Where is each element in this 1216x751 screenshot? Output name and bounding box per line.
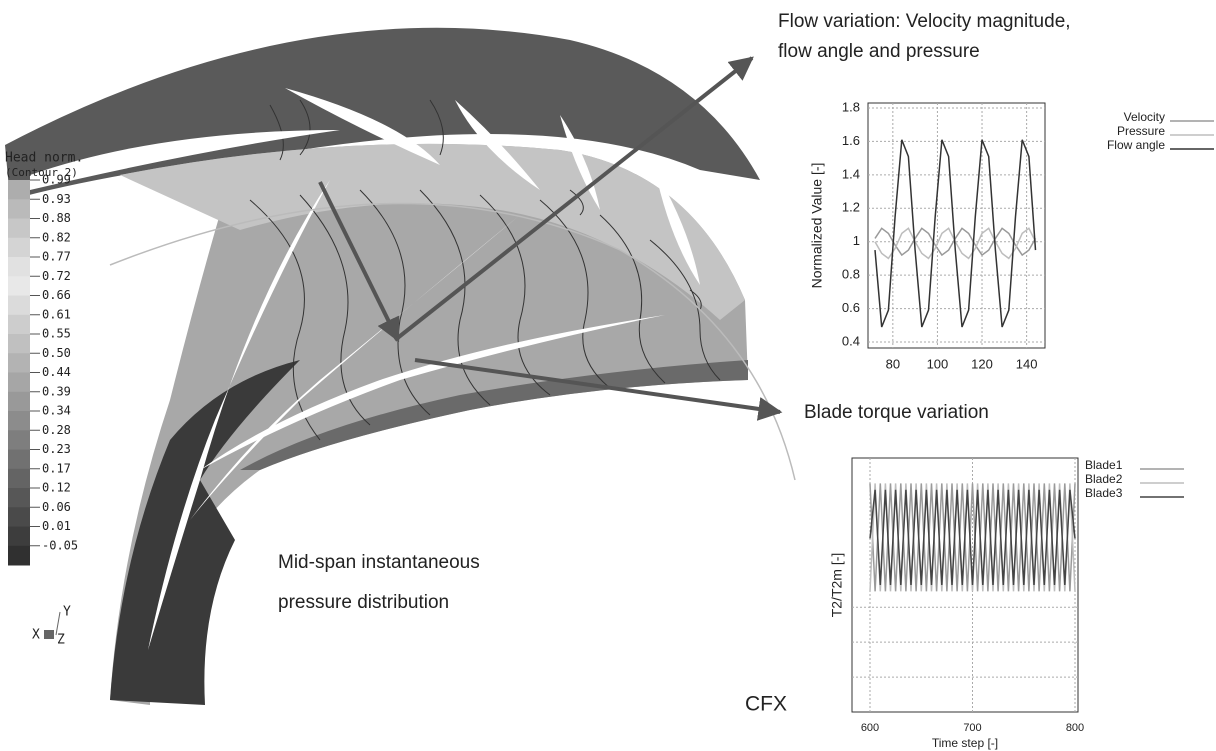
colorbar-label: 0.28 xyxy=(42,423,71,437)
annotation: flow angle and pressure xyxy=(778,41,980,62)
outer-circle xyxy=(109,202,796,481)
y-axis-label: Normalized Value [-] xyxy=(809,163,825,289)
colorbar-cell xyxy=(8,526,30,547)
x-tick-label: 120 xyxy=(971,356,993,371)
colorbar-label: 0.12 xyxy=(42,481,71,495)
colorbar-label: -0.05 xyxy=(42,538,78,552)
y-tick-label: 1.8 xyxy=(842,99,860,114)
x-tick-label: 80 xyxy=(886,356,900,371)
legend-label: Blade3 xyxy=(1085,486,1123,500)
legend-label: Blade2 xyxy=(1085,472,1123,486)
arrows xyxy=(318,56,783,421)
triad: Y X Z xyxy=(32,605,71,648)
colorbar-label: 0.34 xyxy=(42,404,71,418)
series-line xyxy=(869,483,1076,592)
legend-label: Blade1 xyxy=(1085,458,1123,472)
colorbar-label: 0.93 xyxy=(42,192,71,206)
domain xyxy=(110,143,748,705)
colorbar-label: 0.44 xyxy=(42,365,71,379)
triad-axis xyxy=(55,611,61,636)
colorbar-label: 0.50 xyxy=(42,346,71,360)
colorbar-cell xyxy=(8,257,30,277)
colorbar-label: 0.39 xyxy=(42,384,71,398)
arrow xyxy=(318,181,400,343)
colorbar-cell xyxy=(8,391,30,412)
series-line xyxy=(874,139,1037,328)
colorbar-label: 0.82 xyxy=(42,230,71,244)
colorbar-cell xyxy=(8,430,30,450)
annotation: Flow variation: Velocity magnitude, xyxy=(778,11,1071,32)
colorbar-cell xyxy=(8,276,30,296)
colorbar-cell xyxy=(8,488,30,508)
colorbar-label: 0.99 xyxy=(42,173,71,187)
colorbar-label: 0.06 xyxy=(42,500,71,514)
x-axis-label: Time step [-] xyxy=(932,736,998,750)
plot-frame xyxy=(867,102,1046,349)
y-tick-label: 0.4 xyxy=(842,333,860,348)
colorbar-label: 0.66 xyxy=(42,288,71,302)
colorbar-cell xyxy=(8,314,30,335)
arrow xyxy=(393,56,754,342)
blades xyxy=(30,88,700,650)
y-tick-label: 0.8 xyxy=(842,267,860,282)
series-line xyxy=(869,489,1076,586)
hub-region xyxy=(110,360,300,705)
colorbar-label: 0.72 xyxy=(42,269,71,283)
y-tick-label: 1.2 xyxy=(842,200,860,215)
colorbar-cell xyxy=(8,334,30,354)
x-tick-label: 600 xyxy=(861,722,879,734)
triad-y: Y xyxy=(63,605,71,620)
colorbar-cell xyxy=(8,449,30,470)
triad-x: X xyxy=(32,628,40,643)
x-tick-label: 100 xyxy=(927,356,949,371)
colorbar-title: Head norm. xyxy=(5,151,83,166)
colorbar-label: 0.61 xyxy=(42,307,71,321)
series-line xyxy=(874,227,1037,257)
colorbar-label: 0.23 xyxy=(42,442,71,456)
colorbar-label: 0.55 xyxy=(42,327,71,341)
y-tick-label: 1.6 xyxy=(842,133,860,148)
annotation: Blade torque variation xyxy=(804,402,989,423)
colorbar-label: 0.88 xyxy=(42,211,71,225)
legend-label: Pressure xyxy=(1117,124,1165,138)
arrow xyxy=(414,358,783,421)
colorbar-cell xyxy=(8,295,30,316)
annotation: Mid-span instantaneous xyxy=(278,552,480,573)
colorbar-cell xyxy=(8,353,30,373)
triad-z: Z xyxy=(57,633,65,648)
plot-frame xyxy=(851,457,1079,713)
colorbar-cell xyxy=(8,199,30,219)
software-label: CFX xyxy=(745,693,787,716)
colorbar-cell xyxy=(8,372,30,393)
colorbar-label: 0.17 xyxy=(42,461,71,475)
colorbar-cell xyxy=(8,468,30,489)
colorbar-subtitle: (Contour 2) xyxy=(5,166,78,179)
colorbar-cell xyxy=(8,180,30,200)
colorbar-cell xyxy=(8,218,30,239)
y-axis-label: T2/T2m [-] xyxy=(829,553,845,618)
outer-band xyxy=(5,27,760,201)
legend-label: Velocity xyxy=(1124,110,1165,124)
x-tick-label: 800 xyxy=(1066,722,1084,734)
x-tick-label: 700 xyxy=(963,722,981,734)
y-tick-label: 1 xyxy=(853,233,860,248)
colorbar-label: 0.01 xyxy=(42,519,71,533)
colorbar-cell xyxy=(8,545,30,566)
x-tick-label: 140 xyxy=(1016,356,1038,371)
annotation: pressure distribution xyxy=(278,592,449,613)
y-tick-label: 0.6 xyxy=(842,300,860,315)
colorbar-cell xyxy=(8,507,30,527)
legend-label: Flow angle xyxy=(1107,138,1165,152)
y-tick-label: 1.4 xyxy=(842,166,860,181)
colorbar-label: 0.77 xyxy=(42,250,71,264)
colorbar-cell xyxy=(8,237,30,258)
colorbar-cell xyxy=(8,411,30,431)
triad-box xyxy=(44,630,54,639)
